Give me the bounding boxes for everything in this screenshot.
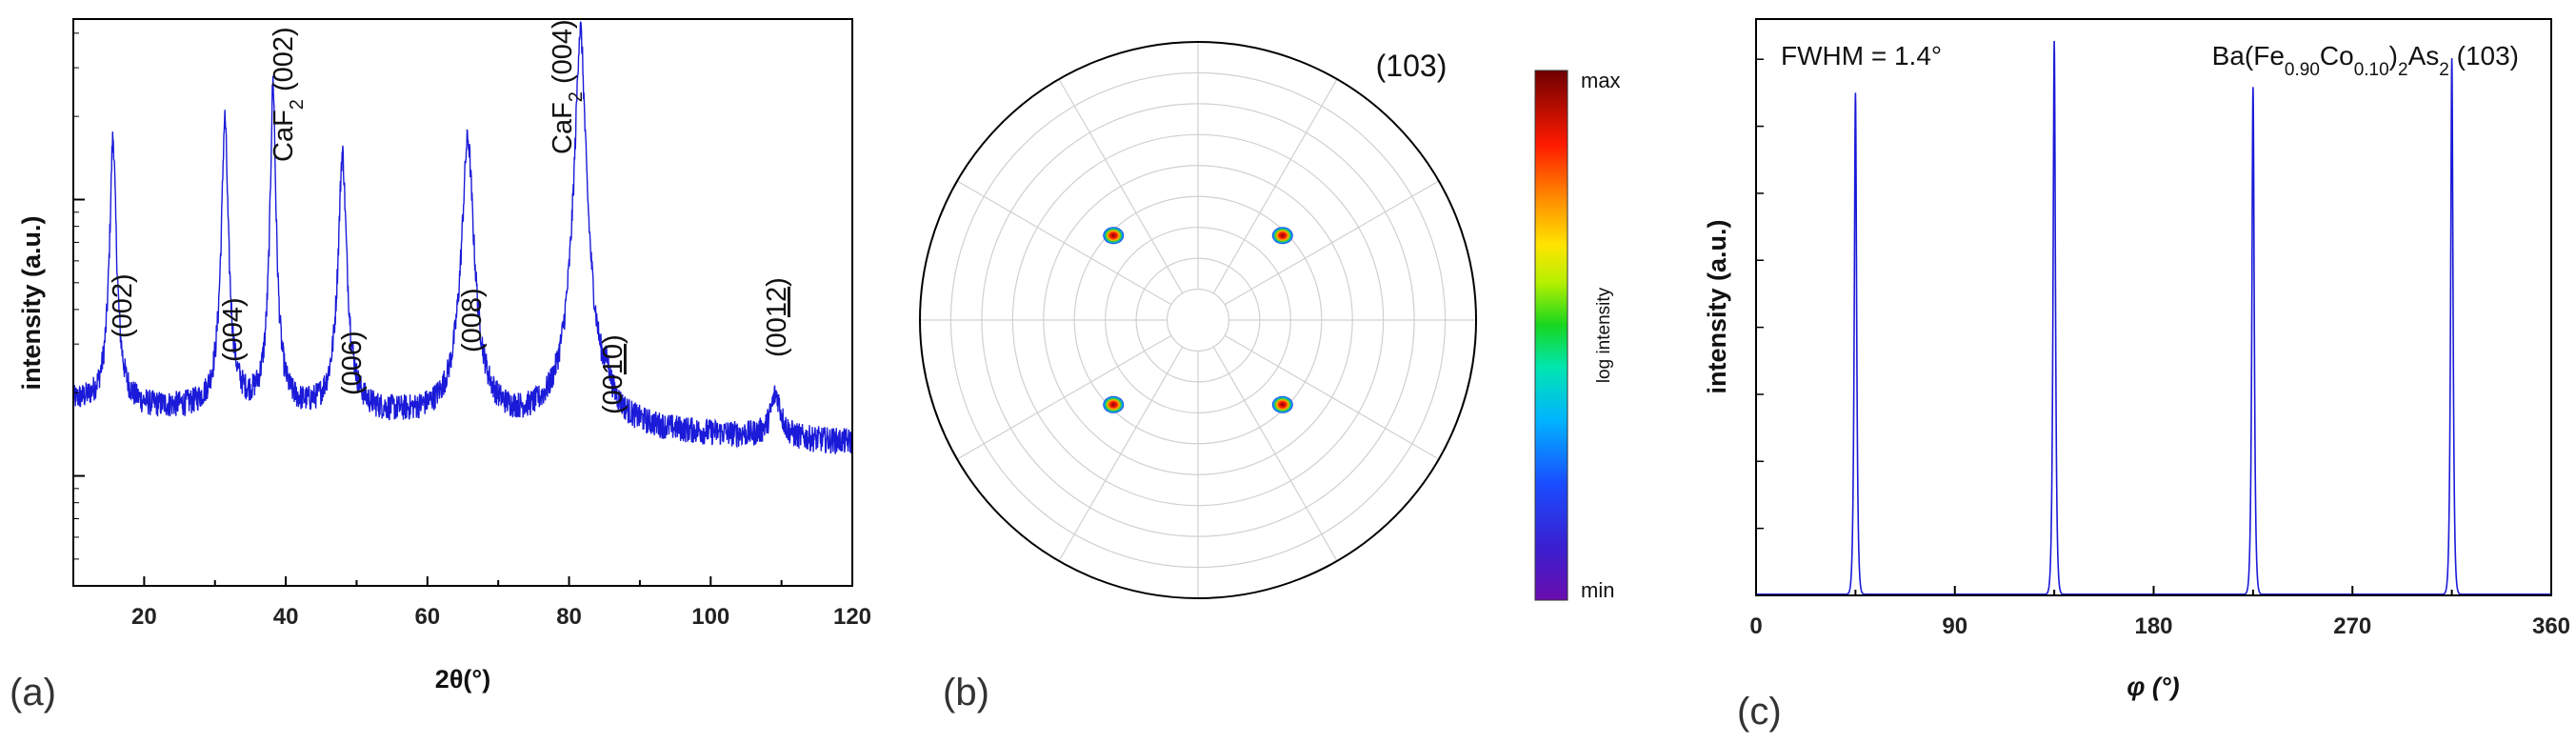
panel-c-y-ticks xyxy=(1756,58,1764,530)
peak-label: (002) xyxy=(108,273,138,338)
peak-label: (008) xyxy=(457,288,488,352)
panel-c-label: (c) xyxy=(1737,691,1782,733)
panel-a-x-ticks: 20 40 60 80 100 120 xyxy=(72,576,871,630)
x-tick-label: 120 xyxy=(833,604,871,630)
panel-a-x-axis-label: 2θ(°) xyxy=(435,665,490,694)
x-tick-label: 20 xyxy=(131,604,157,630)
x-tick-label: 100 xyxy=(691,604,729,630)
x-tick-label: 90 xyxy=(1942,613,1967,639)
peak-label: CaF2 (004) xyxy=(548,19,587,154)
polar-grid-spoke xyxy=(1212,78,1338,294)
panel-c-x-axis-label: φ (°) xyxy=(2127,673,2179,701)
x-tick-label: 0 xyxy=(1749,613,1762,639)
peak-label: (0010) xyxy=(598,334,629,414)
x-tick-label: 270 xyxy=(2333,613,2371,639)
panel-a-label: (a) xyxy=(10,672,56,714)
polar-grid-spoke xyxy=(956,180,1172,306)
panel-c-x-ticks: 0 90 180 270 360 xyxy=(1749,586,2570,639)
colorbar: max min log intensity xyxy=(1534,69,1621,602)
panel-c: (c) 0 90 180 270 360 FWHM = 1.4° Ba(Fe0.90Co… xyxy=(1703,18,2570,733)
x-tick-label: 80 xyxy=(556,604,582,630)
x-tick-label: 360 xyxy=(2532,613,2570,639)
panel-c-frame xyxy=(1755,18,2552,596)
pole-spot xyxy=(1271,395,1293,413)
panel-a-frame xyxy=(72,18,853,587)
pole-spot xyxy=(1103,227,1125,245)
panel-a-peak-labels: (002) (004) CaF2 (002) (006) (008) CaF2 (004)… xyxy=(108,19,792,414)
pole-spot xyxy=(1271,227,1293,245)
panel-b: (b) (103) max min log intensity xyxy=(919,41,1621,714)
pole-spot xyxy=(1103,395,1125,413)
pole-figure xyxy=(919,41,1477,599)
colorbar-gradient xyxy=(1534,70,1568,601)
colorbar-min-label: min xyxy=(1581,578,1614,602)
polar-grid-spoke xyxy=(1058,346,1184,562)
polar-grid-ring xyxy=(1166,288,1230,352)
pole-figure-boundary xyxy=(919,41,1477,599)
polar-grid-spoke xyxy=(956,334,1172,460)
xrd-theta-2theta-plot xyxy=(73,21,852,454)
peak-label: CaF2 (002) xyxy=(269,27,308,162)
colorbar-max-label: max xyxy=(1581,69,1621,92)
panel-c-y-axis-label: intensity (a.u.) xyxy=(1703,219,1731,393)
compound-annotation: Ba(Fe0.90Co0.10)2As2 (103) xyxy=(2212,41,2519,80)
colorbar-axis-label: log intensity xyxy=(1594,287,1614,383)
panel-b-label: (b) xyxy=(943,672,989,714)
x-tick-label: 40 xyxy=(273,604,299,630)
polar-grid-spoke xyxy=(1058,78,1184,294)
peak-label: (004) xyxy=(218,297,249,362)
panel-a-y-axis-label: intensity (a.u.) xyxy=(17,215,46,390)
panel-a-y-ticks xyxy=(73,32,85,587)
peak-label: (0012) xyxy=(762,277,792,357)
polar-grid-spoke xyxy=(1212,346,1338,562)
polar-grid-spoke xyxy=(1224,180,1440,306)
xrd-series-line xyxy=(73,21,852,454)
panel-a: (a) 20 40 60 80 100 120 2θ(°) intensity (a.u.… xyxy=(10,18,871,714)
peak-label: (006) xyxy=(337,331,368,395)
x-tick-label: 180 xyxy=(2134,613,2172,639)
pole-figure-reflection-label: (103) xyxy=(1376,49,1448,83)
polar-grid-spoke xyxy=(1224,334,1440,460)
phi-scan-series-line xyxy=(1756,40,2551,595)
phi-scan-plot xyxy=(1756,40,2551,595)
x-tick-label: 60 xyxy=(414,604,440,630)
fwhm-annotation: FWHM = 1.4° xyxy=(1781,41,1942,70)
